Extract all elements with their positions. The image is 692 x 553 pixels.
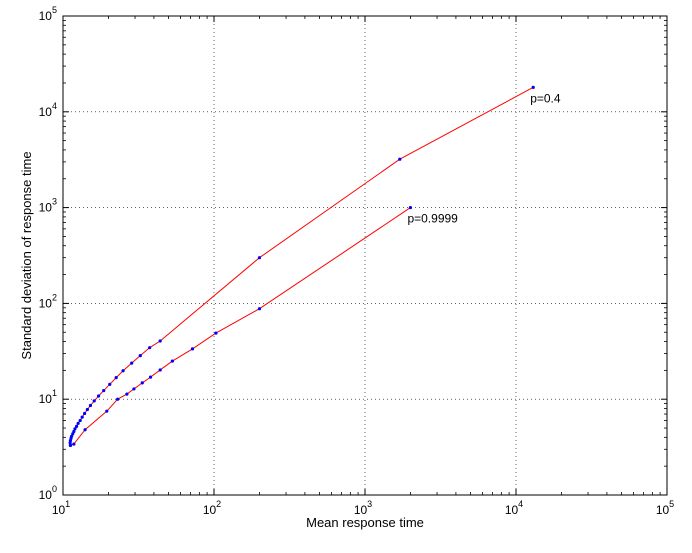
data-point — [130, 361, 134, 365]
data-point — [74, 424, 79, 429]
axis-ticks — [62, 15, 668, 496]
series-1 — [68, 85, 535, 447]
data-point — [72, 429, 76, 434]
data-point — [138, 354, 142, 358]
data-point — [72, 442, 76, 446]
data-point — [96, 394, 101, 398]
x-tick-label: 103 — [354, 499, 372, 517]
data-point — [82, 411, 87, 416]
data-point — [85, 407, 89, 412]
data-point — [116, 397, 120, 401]
data-point — [88, 403, 93, 408]
data-point — [140, 381, 144, 385]
series-label: p=0.9999 — [407, 212, 458, 226]
series-labels: p=0.4 p=0.9999 — [407, 91, 560, 225]
x-tick-label: 101 — [52, 499, 70, 517]
y-tick-label: 101 — [39, 388, 57, 406]
data-point — [398, 157, 402, 161]
y-axis-label: Standard deviation of response time — [19, 151, 34, 359]
data-point — [170, 359, 174, 363]
x-axis-label: Mean response time — [306, 515, 424, 530]
x-tick-labels: 101 102 103 104 105 — [52, 499, 674, 517]
grid-lines — [63, 16, 667, 495]
data-point — [148, 375, 153, 379]
data-point — [105, 409, 109, 413]
data-point — [148, 346, 152, 350]
data-point — [214, 331, 218, 335]
y-tick-label: 105 — [39, 5, 57, 23]
data-point — [257, 256, 262, 260]
x-tick-label: 105 — [656, 499, 674, 517]
x-tick-label: 104 — [505, 499, 523, 517]
x-tick-label: 102 — [203, 499, 221, 517]
data-point — [78, 418, 82, 423]
data-point — [121, 369, 125, 373]
data-point — [69, 434, 74, 438]
data-point — [68, 443, 73, 447]
y-tick-labels: 100 101 102 103 104 105 — [39, 5, 57, 502]
series-label: p=0.4 — [530, 91, 561, 105]
data-point — [158, 368, 162, 372]
data-point — [73, 427, 77, 431]
data-point — [531, 85, 535, 89]
data-point — [257, 307, 262, 311]
data-point — [190, 347, 195, 351]
data-point — [125, 392, 129, 396]
data-point — [158, 339, 162, 343]
data-point — [102, 388, 106, 393]
data-point — [108, 382, 112, 386]
data-point — [132, 387, 136, 391]
data-point — [80, 415, 84, 419]
y-tick-label: 100 — [39, 484, 57, 502]
y-tick-label: 103 — [39, 197, 57, 215]
data-point — [92, 399, 96, 403]
data-point — [408, 206, 413, 210]
data-point — [114, 376, 118, 380]
data-point — [83, 428, 87, 432]
series-layer — [68, 85, 535, 447]
y-tick-label: 104 — [39, 101, 57, 119]
y-tick-label: 102 — [39, 292, 57, 310]
series-2 — [68, 206, 413, 447]
data-point — [76, 421, 80, 425]
